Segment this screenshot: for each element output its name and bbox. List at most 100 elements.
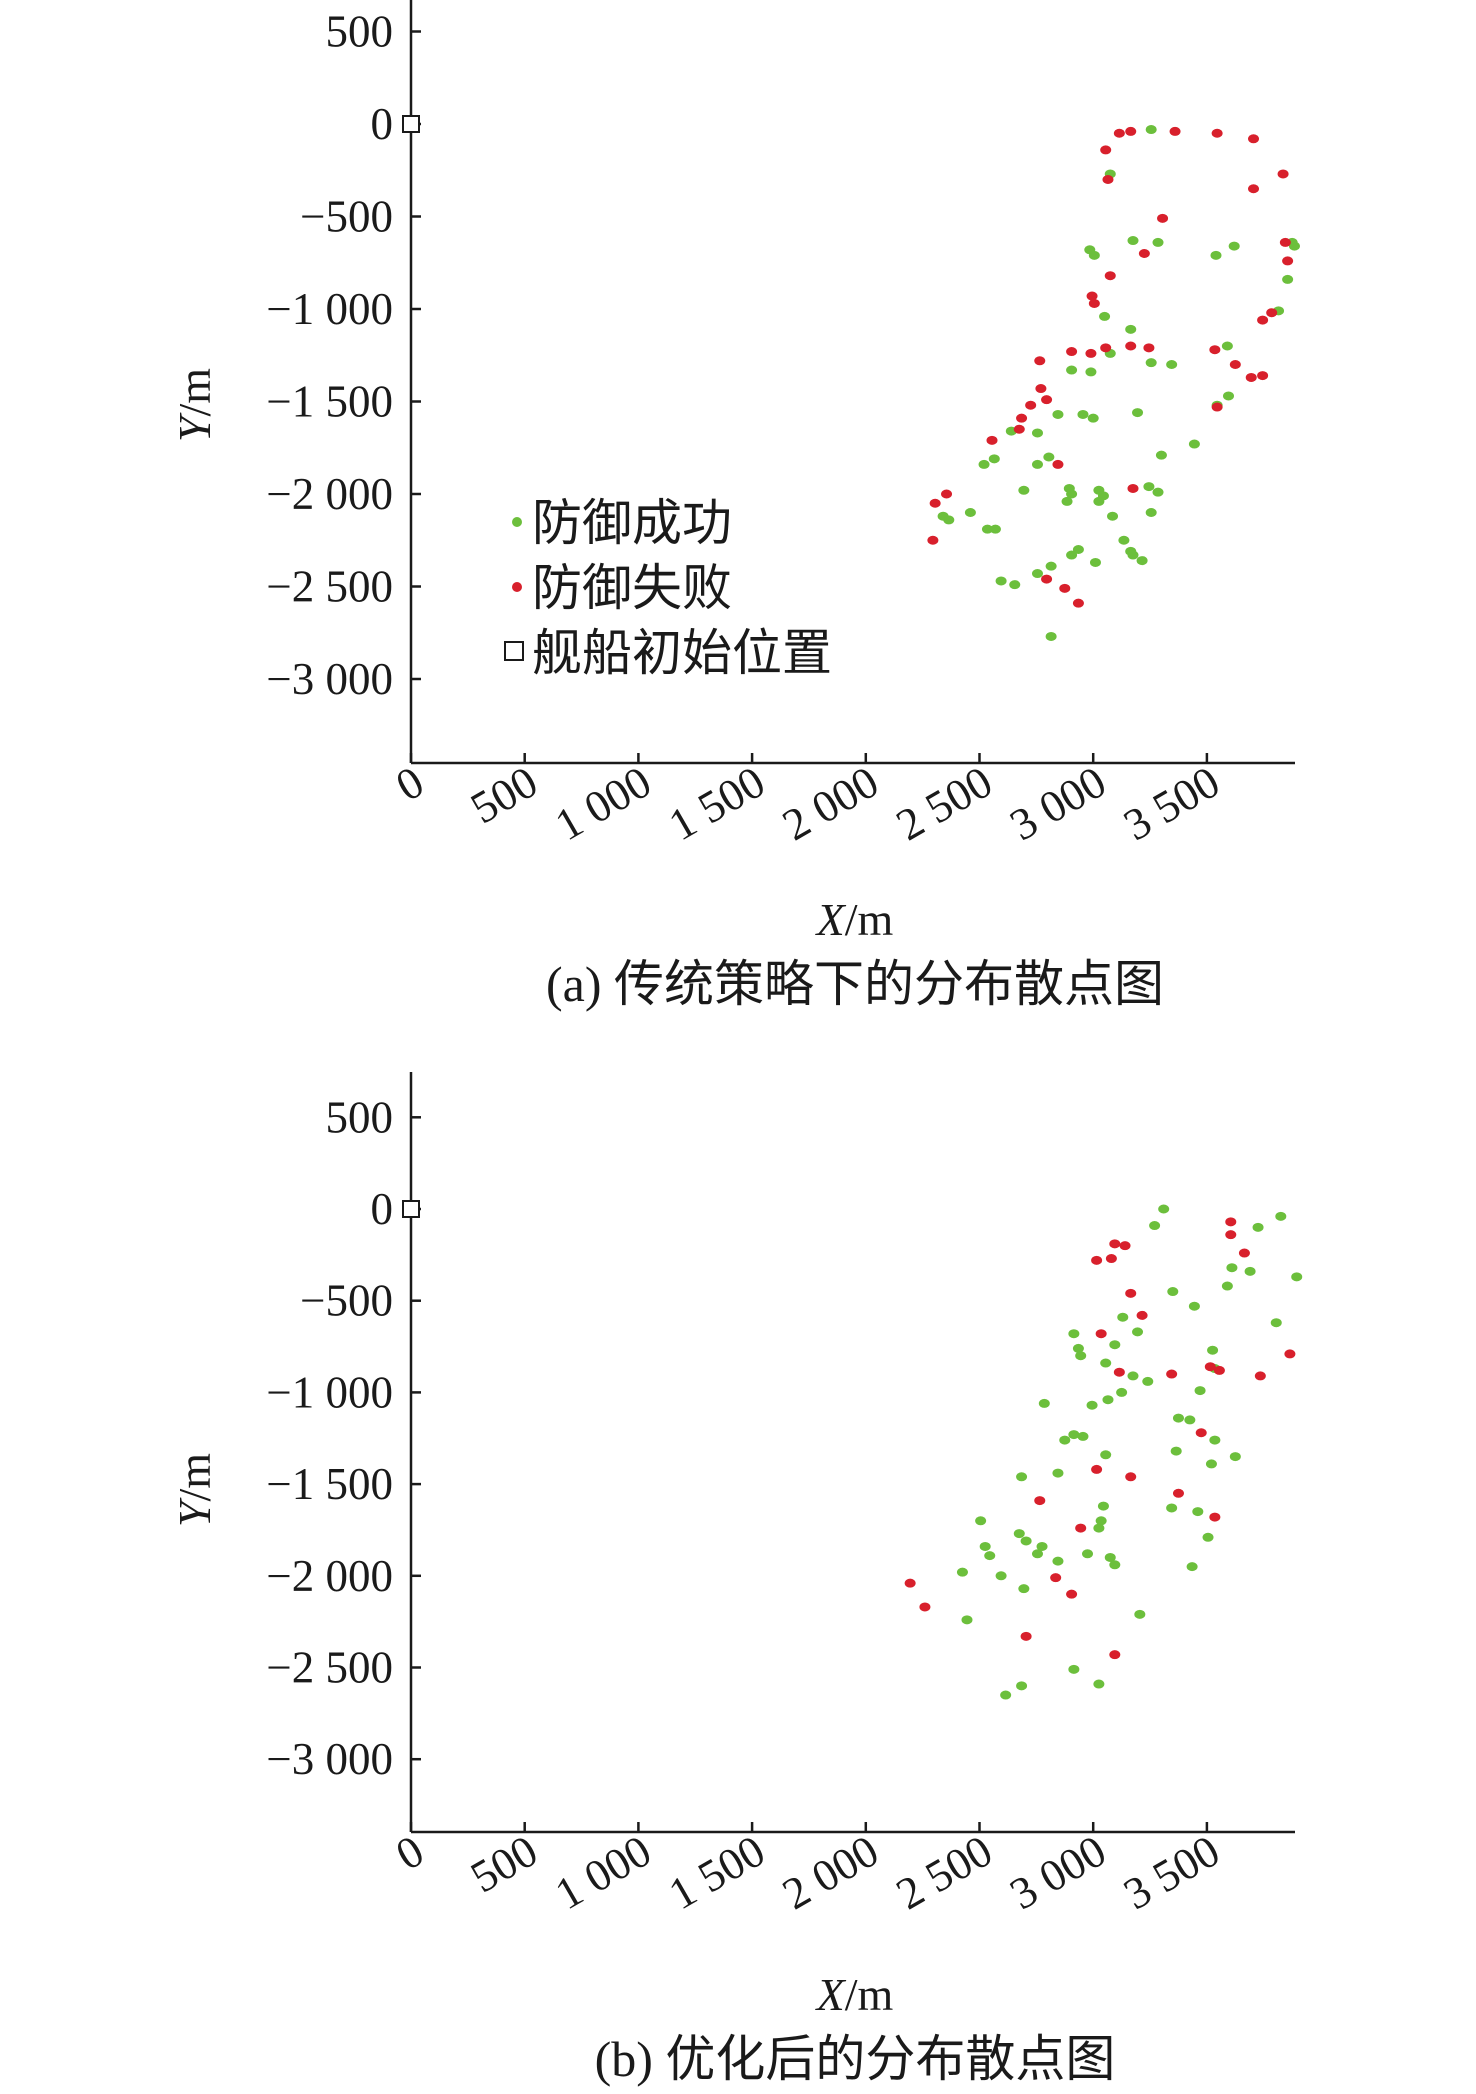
defense-success-point [1145,508,1157,517]
defense-failure-point [1229,360,1241,369]
y-tick-label: −3 000 [266,1734,393,1784]
defense-success-point [1152,237,1164,247]
defense-failure-point [1085,348,1097,358]
defense-success-point [1205,1459,1217,1469]
defense-success-point [1125,324,1137,334]
defense-failure-point [1248,134,1260,144]
defense-failure-point [1100,145,1112,155]
defense-success-point [1066,365,1078,375]
defense-success-point [1270,1318,1282,1328]
defense-failure-point [1248,184,1260,194]
defense-success-point [1127,550,1139,560]
defense-failure-point [1052,459,1064,469]
defense-failure-point [1104,271,1116,281]
x-axis-label-unit: /m [845,1969,894,2020]
defense-failure-point [929,498,941,508]
ship-initial-position-marker [402,115,420,133]
defense-failure-point [1195,1428,1207,1438]
defense-failure-point [1041,574,1053,584]
defense-success-point [1061,496,1073,506]
y-tick-label: 500 [326,1092,394,1142]
y-tick-label: −2 000 [266,469,393,519]
y-axis-label-var: Y [169,412,220,442]
defense-failure-point [1095,1329,1107,1339]
defense-success-point [1184,1415,1196,1425]
defense-failure-point [1245,372,1257,382]
defense-success-point [1282,274,1294,284]
y-axis-label-unit: /m [169,1453,220,1502]
x-axis-label: X/m [815,894,894,945]
defense-failure-point [1102,175,1114,184]
defense-failure-point [1143,343,1155,353]
y-tick-label: 500 [326,7,394,57]
defense-failure-point [1213,1365,1225,1375]
y-tick-label: −500 [300,1276,393,1326]
defense-success-point [1031,1549,1043,1559]
defense-success-point [1188,1301,1200,1311]
defense-success-point [1009,580,1021,590]
defense-failure-point [1136,1310,1148,1320]
defense-success-point [1031,569,1043,579]
defense-success-point [1104,1552,1116,1562]
defense-success-point [1145,358,1157,368]
defense-success-point [1202,1532,1214,1542]
defense-failure-point [1088,298,1100,308]
defense-success-point [1192,1507,1204,1517]
x-tick-label: 3 000 [1002,756,1115,850]
defense-success-point [1000,1690,1012,1700]
defense-success-point [1132,408,1144,418]
x-tick-label: 1 500 [660,1825,773,1919]
defense-failure-point [1169,126,1181,136]
defense-success-point [1149,1221,1161,1231]
defense-success-point [961,1615,973,1625]
x-axis-label-var: X [815,1969,847,2020]
defense-failure-point [1257,315,1269,325]
defense-failure-point [1050,1573,1062,1583]
defense-failure-point [1157,213,1169,223]
defense-success-point [1093,1679,1105,1689]
defense-failure-point [1277,169,1289,179]
defense-success-point [1134,1609,1146,1619]
defense-failure-point [1257,371,1269,381]
defense-success-point [1045,561,1057,571]
x-tick-label: 2 500 [888,1825,1001,1919]
defense-failure-point [1113,1367,1125,1377]
defense-failure-point [1211,402,1223,412]
defense-success-point [1068,1664,1080,1674]
defense-success-point [1020,1536,1032,1546]
defense-success-point [1228,241,1240,251]
defense-success-point [995,1571,1007,1581]
defense-failure-point [1109,1239,1121,1249]
defense-success-point [1052,1468,1064,1478]
defense-success-point [975,1516,987,1526]
defense-success-point [995,576,1007,586]
defense-success-point [1072,545,1084,554]
defense-success-point [1158,1204,1170,1214]
defense-success-point [956,1567,968,1577]
y-tick-label: −2 000 [266,1551,393,1601]
defense-failure-point [1109,1650,1121,1660]
defense-failure-point [1034,356,1046,366]
legend-label-failure: 防御失败 [532,560,732,616]
defense-success-point [1089,557,1101,567]
defense-failure-point [1072,598,1084,608]
defense-success-point [1221,1281,1233,1291]
defense-success-point [1145,125,1157,135]
defense-failure-point [919,1602,931,1612]
chart-caption: (a) 传统策略下的分布散点图 [546,956,1164,1012]
defense-failure-point [1127,483,1139,493]
defense-success-point [1194,1386,1206,1396]
defense-success-point [1068,1329,1080,1339]
legend-label-ship: 舰船初始位置 [532,625,832,681]
defense-failure-point [1059,583,1071,593]
defense-success-point [1086,1400,1098,1410]
defense-failure-point [1125,341,1137,351]
defense-success-point [979,1541,991,1551]
defense-success-point [1275,1211,1287,1221]
x-tick-label: 2 000 [774,756,887,850]
defense-success-point [1095,1516,1107,1526]
defense-success-point [1132,1327,1144,1337]
defense-success-point [1170,1446,1182,1456]
